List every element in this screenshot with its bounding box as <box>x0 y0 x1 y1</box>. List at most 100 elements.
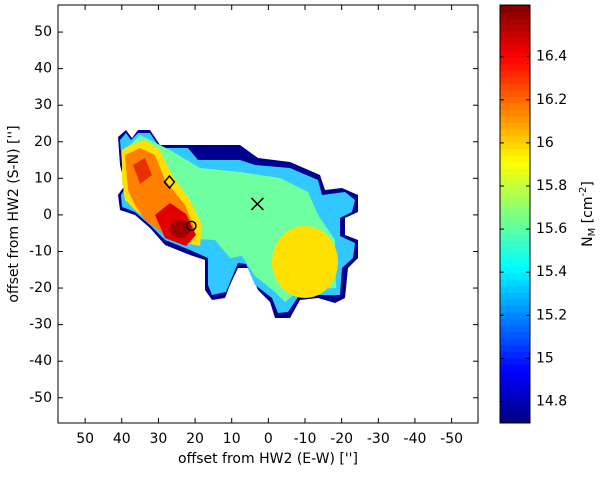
x-tick-label: 50 <box>76 431 94 447</box>
colorbar-swatch <box>500 272 530 280</box>
colorbar-swatch <box>500 135 530 143</box>
colorbar-label-base: N <box>580 236 596 246</box>
colorbar-swatch <box>500 155 530 163</box>
contour-level <box>272 226 338 298</box>
y-tick-label: -30 <box>29 317 52 333</box>
colorbar-swatch <box>500 227 530 235</box>
colorbar-swatch <box>500 338 530 346</box>
colorbar-tick-label: 15.2 <box>536 307 567 323</box>
colorbar-swatch <box>500 57 530 65</box>
marker-cross <box>250 197 264 211</box>
colorbar-swatch <box>500 364 530 372</box>
y-tick-label: -50 <box>29 390 52 406</box>
x-tick-label: -30 <box>367 431 390 447</box>
colorbar-tick-label: 15.6 <box>536 221 567 237</box>
colorbar-swatch <box>500 377 530 385</box>
colorbar-swatch <box>500 194 530 202</box>
colorbar-label-unit: [cm <box>580 197 596 228</box>
marker-circle <box>186 220 197 232</box>
colorbar-swatch <box>500 279 530 287</box>
colorbar-tick-label: 14.8 <box>536 393 567 409</box>
colorbar-swatch <box>500 142 530 150</box>
colorbar-frame <box>499 4 531 424</box>
colorbar-tick-label: 15.8 <box>536 178 567 194</box>
colorbar-swatch <box>500 187 530 195</box>
y-tick-label: 0 <box>43 207 52 223</box>
colorbar-swatch <box>500 214 530 222</box>
colorbar-swatch <box>500 76 530 84</box>
colorbar-swatch <box>500 70 530 78</box>
colorbar-label-sup: -2 <box>578 187 589 197</box>
colorbar-swatch <box>500 383 530 391</box>
colorbar-swatch <box>500 220 530 228</box>
colorbar-swatch <box>500 168 530 176</box>
colorbar-swatch <box>500 403 530 411</box>
x-tick-label: 30 <box>150 431 168 447</box>
colorbar-swatch <box>500 311 530 319</box>
colorbar-swatch <box>500 181 530 189</box>
colorbar-swatch <box>500 44 530 52</box>
x-axis-label: offset from HW2 (E-W) [''] <box>178 451 358 467</box>
colorbar-tick-label: 15 <box>536 350 554 366</box>
colorbar-swatch <box>500 370 530 378</box>
contour-level <box>133 158 152 184</box>
contour-level <box>170 220 190 238</box>
colorbar-swatch <box>500 148 530 156</box>
colorbar-tick-label: 16.4 <box>536 49 567 65</box>
x-tick-label: -50 <box>440 431 463 447</box>
colorbar-swatch <box>500 174 530 182</box>
colorbar-swatch <box>500 318 530 326</box>
colorbar-swatch <box>500 11 530 19</box>
colorbar-tick-label: 16 <box>536 135 554 151</box>
colorbar-swatch <box>500 233 530 241</box>
colorbar-swatch <box>500 83 530 91</box>
colorbar-swatch <box>500 266 530 274</box>
y-tick-label: -10 <box>29 243 52 259</box>
colorbar-swatch <box>500 200 530 208</box>
colorbar-swatch <box>500 122 530 130</box>
colorbar-label: NM [cm-2] <box>578 181 598 247</box>
colorbar-swatch <box>500 253 530 261</box>
colorbar-swatch <box>500 351 530 359</box>
colorbar-label-sub: M <box>587 228 598 237</box>
y-tick-label: 40 <box>34 61 52 77</box>
colorbar-swatch <box>500 240 530 248</box>
x-tick-label: 0 <box>264 431 273 447</box>
colorbar-swatch <box>500 298 530 306</box>
colorbar-swatch <box>500 129 530 137</box>
colorbar-swatch <box>500 24 530 32</box>
x-tick-label: 20 <box>186 431 204 447</box>
colorbar-swatch <box>500 161 530 169</box>
colorbar-swatch <box>500 292 530 300</box>
colorbar-swatch <box>500 357 530 365</box>
x-tick-label: 10 <box>223 431 241 447</box>
y-tick-label: 10 <box>34 170 52 186</box>
colorbar-tick-label: 15.4 <box>536 264 567 280</box>
x-tick-label: 40 <box>113 431 131 447</box>
y-tick-label: 50 <box>34 24 52 40</box>
y-tick-label: -20 <box>29 280 52 296</box>
colorbar-swatch <box>500 89 530 97</box>
colorbar-swatch <box>500 305 530 313</box>
y-tick-label: -40 <box>29 353 52 369</box>
colorbar-swatch <box>500 331 530 339</box>
marker-diamond <box>163 174 176 190</box>
colorbar-swatch <box>500 18 530 26</box>
y-tick-label: 30 <box>34 97 52 113</box>
contour-fill <box>118 130 358 318</box>
colorbar-swatch <box>500 409 530 417</box>
colorbar-swatch <box>500 5 530 13</box>
colorbar-label-end: ] <box>580 181 596 186</box>
x-tick-label: -20 <box>330 431 353 447</box>
x-tick-label: -40 <box>404 431 427 447</box>
colorbar-swatch <box>500 116 530 124</box>
colorbar-swatch <box>500 102 530 110</box>
y-axis-label: offset from HW2 (S-N) [''] <box>6 125 22 302</box>
x-tick-label: -10 <box>294 431 317 447</box>
colorbar-swatch <box>500 109 530 117</box>
colorbar-swatch <box>500 416 530 424</box>
colorbar-swatch <box>500 207 530 215</box>
colorbar-swatch <box>500 37 530 45</box>
colorbar-swatch <box>500 396 530 404</box>
